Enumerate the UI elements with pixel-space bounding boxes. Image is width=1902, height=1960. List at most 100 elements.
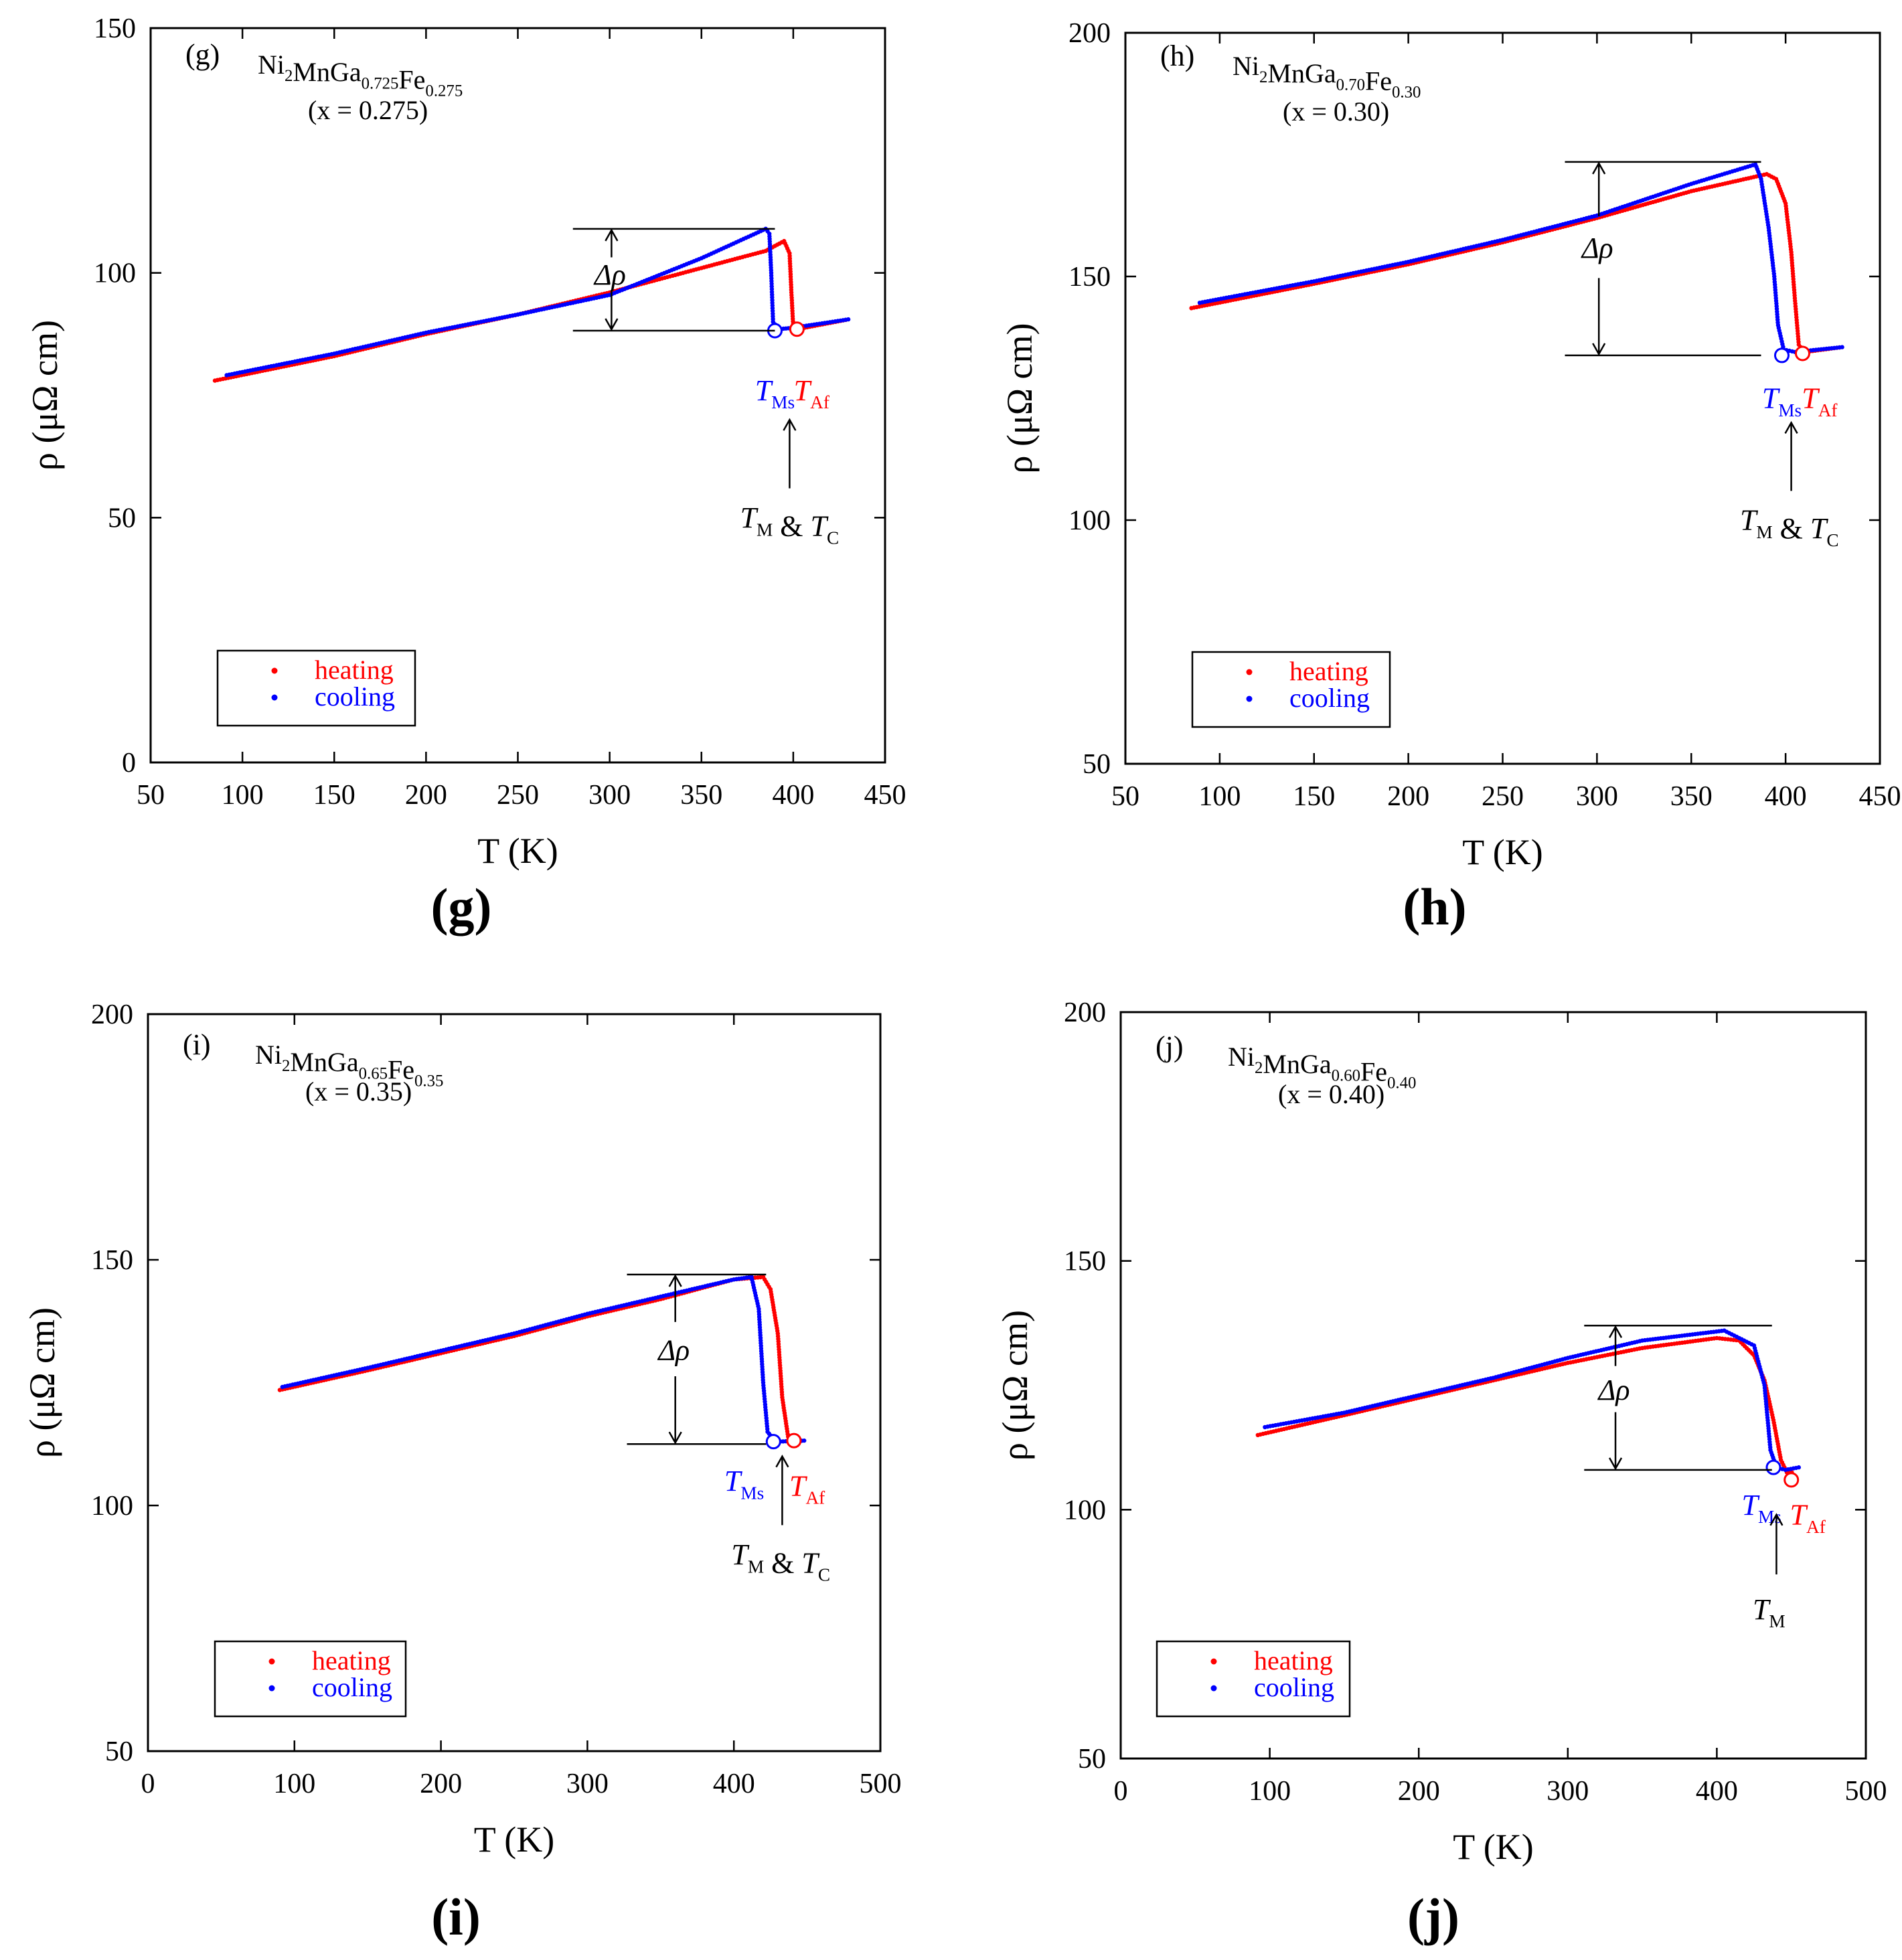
delta-rho-arrowhead-up bbox=[605, 228, 619, 242]
x-tick-label: 200 bbox=[405, 780, 447, 811]
y-axis-label: ρ (μΩ cm) bbox=[1000, 323, 1040, 474]
series-heating bbox=[1255, 1335, 1794, 1475]
panel-label: (i) bbox=[183, 1028, 211, 1061]
delta-rho-label: Δρ bbox=[1581, 232, 1613, 264]
marker-t-af bbox=[789, 321, 805, 337]
marker-t-ms bbox=[1765, 1459, 1781, 1475]
x-tick-label: 350 bbox=[1670, 781, 1713, 812]
plot-frame bbox=[147, 1013, 882, 1752]
y-tick-label: 50 bbox=[1078, 1744, 1106, 1775]
x-value-label: (x = 0.30) bbox=[1283, 96, 1389, 127]
label-tm-tc: TM & TC bbox=[731, 1538, 830, 1585]
marker-t-ms bbox=[1773, 347, 1790, 363]
label-t-af: TAf bbox=[789, 1469, 825, 1507]
x-tick-label: 200 bbox=[1387, 781, 1429, 812]
series-cooling bbox=[280, 1275, 807, 1444]
delta-rho-label: Δρ bbox=[593, 258, 626, 291]
x-axis-label: T (K) bbox=[477, 831, 558, 871]
delta-rho-arrowhead-down bbox=[1608, 1457, 1623, 1471]
legend-dot-cooling bbox=[1246, 696, 1253, 702]
x-axis-label: T (K) bbox=[1462, 832, 1542, 872]
x-tick-label: 150 bbox=[313, 780, 355, 811]
x-tick-label: 100 bbox=[222, 780, 264, 811]
panel-g: 50 100 150 200 250 300 350 400 450 0 50 100 150 T (K)… bbox=[0, 0, 951, 980]
y-tick-label: 100 bbox=[91, 1491, 133, 1522]
plot-frame bbox=[1119, 1011, 1867, 1760]
x-tick-label: 50 bbox=[1111, 781, 1139, 812]
legend-label-cooling: cooling bbox=[312, 1672, 392, 1702]
composition-formula: Ni2MnGa0.65Fe0.35 bbox=[255, 1040, 443, 1090]
transition-arrowhead bbox=[1784, 420, 1798, 434]
delta-rho-arrowhead-down bbox=[668, 1431, 682, 1445]
legend-dot-heating bbox=[1210, 1658, 1217, 1665]
data-point bbox=[280, 1384, 285, 1390]
caption-j: (j) bbox=[1407, 1888, 1459, 1946]
data-point bbox=[1263, 1424, 1267, 1430]
x-tick-label: 300 bbox=[1547, 1776, 1589, 1807]
x-tick-label: 100 bbox=[1198, 781, 1241, 812]
x-tick-label: 500 bbox=[1845, 1776, 1887, 1807]
delta-rho-arrowhead-up bbox=[668, 1274, 682, 1287]
transition-arrowhead bbox=[783, 418, 797, 431]
legend-box bbox=[1156, 1640, 1351, 1718]
x-tick-label: 400 bbox=[713, 1769, 755, 1799]
marker-t-ms bbox=[765, 1434, 781, 1450]
composition-formula: Ni2MnGa0.725Fe0.275 bbox=[258, 50, 463, 100]
panel-label: (j) bbox=[1156, 1030, 1184, 1063]
y-tick-label: 150 bbox=[91, 1245, 133, 1276]
x-tick-label: 0 bbox=[1114, 1776, 1128, 1807]
y-axis-label: ρ (μΩ cm) bbox=[22, 1307, 62, 1458]
label-t-af: TAf bbox=[794, 374, 830, 412]
legend-box bbox=[214, 1640, 407, 1718]
series-cooling bbox=[1263, 1328, 1801, 1473]
legend-label-cooling: cooling bbox=[1289, 683, 1370, 713]
legend-label-cooling: cooling bbox=[315, 681, 395, 712]
composition-formula: Ni2MnGa0.60Fe0.40 bbox=[1228, 1042, 1416, 1092]
x-tick-label: 0 bbox=[141, 1769, 155, 1799]
y-tick-label: 150 bbox=[94, 13, 136, 44]
x-tick-label: 300 bbox=[1576, 781, 1618, 812]
panel-j: 0 100 200 300 400 500 50 100 150 200 T (K) ρ (μΩ cm… bbox=[951, 980, 1902, 1960]
legend-dot-cooling bbox=[271, 694, 278, 701]
data-point bbox=[1197, 301, 1202, 305]
x-tick-label: 450 bbox=[864, 780, 906, 811]
x-tick-label: 100 bbox=[1249, 1776, 1291, 1807]
legend-label-cooling: cooling bbox=[1254, 1672, 1334, 1702]
delta-rho-arrowhead-down bbox=[605, 318, 619, 331]
x-tick-label: 400 bbox=[772, 780, 814, 811]
marker-t-af bbox=[786, 1433, 802, 1449]
caption-g: (g) bbox=[430, 878, 492, 936]
x-tick-label: 50 bbox=[137, 780, 165, 811]
y-tick-label: 150 bbox=[1064, 1246, 1106, 1277]
legend-box bbox=[1191, 651, 1391, 728]
label-tm: TM bbox=[1753, 1593, 1786, 1631]
y-axis-label: ρ (μΩ cm) bbox=[25, 320, 65, 471]
x-tick-label: 300 bbox=[566, 1769, 609, 1799]
legend-label-heating: heating bbox=[315, 655, 394, 685]
label-t-ms: TMs bbox=[1742, 1489, 1781, 1527]
x-value-label: (x = 0.275) bbox=[308, 95, 428, 125]
x-tick-label: 350 bbox=[680, 780, 722, 811]
marker-t-af bbox=[1794, 345, 1810, 361]
legend-dot-cooling bbox=[268, 1685, 275, 1692]
legend-box bbox=[216, 649, 416, 727]
legend-label-heating: heating bbox=[312, 1645, 391, 1676]
x-axis-label: T (K) bbox=[474, 1819, 554, 1860]
legend-label-heating: heating bbox=[1254, 1645, 1333, 1676]
transition-arrowhead bbox=[1769, 1513, 1784, 1526]
delta-rho-arrowhead-down bbox=[1592, 343, 1606, 356]
x-tick-label: 100 bbox=[273, 1769, 315, 1799]
caption-h: (h) bbox=[1403, 878, 1467, 936]
legend-label-heating: heating bbox=[1289, 656, 1368, 686]
y-tick-label: 50 bbox=[1083, 749, 1111, 780]
delta-rho-arrowhead-up bbox=[1592, 161, 1606, 175]
x-tick-label: 300 bbox=[588, 780, 631, 811]
label-t-ms: TMs bbox=[755, 374, 795, 412]
y-tick-label: 200 bbox=[1064, 997, 1106, 1028]
x-tick-label: 250 bbox=[497, 780, 539, 811]
data-point bbox=[224, 373, 229, 378]
